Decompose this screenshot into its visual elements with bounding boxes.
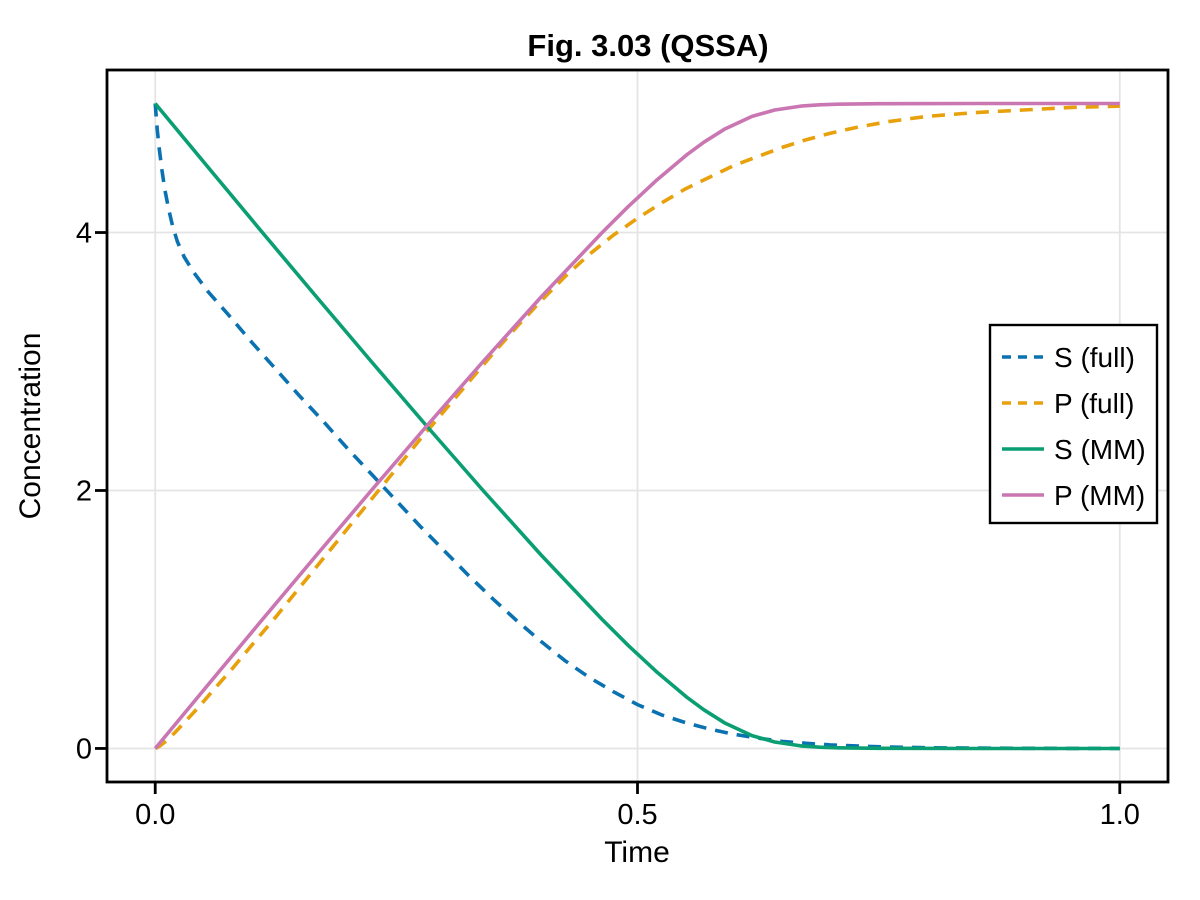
x-tick-label-0: 0.0 (135, 799, 175, 831)
series-line-p-mm (153, 101, 1120, 750)
legend-label-2: S (MM) (1054, 434, 1146, 465)
legend: S (full) P (full) S (MM) P (MM) (988, 323, 1159, 525)
legend-label-3: P (MM) (1054, 480, 1145, 511)
axes (95, 68, 1170, 794)
y-tick-label-0: 0 (76, 733, 92, 765)
series-line-p-full (154, 104, 1120, 751)
chart-title: Fig. 3.03 (QSSA) (527, 28, 768, 63)
y-tick-label-2: 4 (76, 218, 92, 250)
x-tick-label-2: 1.0 (1100, 799, 1140, 831)
series-lines (153, 101, 1120, 751)
y-axis-label: Concentration (14, 333, 47, 520)
legend-label-1: P (full) (1054, 388, 1134, 419)
legend-box (988, 323, 1159, 525)
series-line-s-full (153, 103, 1120, 751)
legend-label-0: S (full) (1054, 342, 1135, 373)
series-line-s-mm (153, 102, 1120, 751)
x-tick-label-1: 0.5 (617, 799, 657, 831)
tick-labels: 0.0 0.5 1.0 0 2 4 (76, 218, 1140, 831)
y-tick-label-1: 2 (76, 475, 92, 507)
x-axis-label: Time (604, 836, 670, 869)
